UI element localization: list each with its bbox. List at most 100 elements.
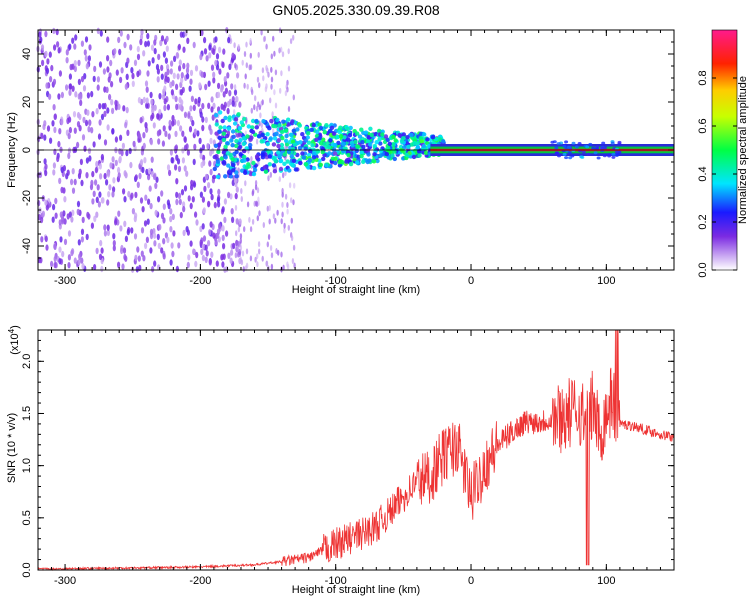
noise-speck [237, 226, 241, 233]
noise-speck [162, 51, 166, 58]
noise-speck [162, 125, 166, 132]
noise-speck [70, 216, 74, 223]
noise-speck [112, 244, 116, 252]
noise-speck [292, 199, 295, 206]
signal-speck [295, 127, 300, 132]
noise-speck [206, 143, 210, 150]
spectrogram-marks [36, 27, 674, 273]
signal-speck [357, 134, 363, 139]
noise-speck [71, 209, 75, 216]
colorbar-ticks: 0.0 0.2 0.4 0.6 0.8 [697, 70, 737, 278]
noise-speck [144, 122, 148, 129]
signal-speck [221, 160, 227, 165]
noise-speck [157, 53, 161, 61]
x-tick-label: -100 [325, 275, 347, 287]
noise-speck [48, 93, 52, 100]
signal-speck [378, 148, 384, 154]
noise-speck [171, 80, 175, 87]
noise-speck [182, 201, 186, 208]
signal-speck [562, 144, 567, 148]
signal-speck [231, 134, 236, 139]
noise-speck [87, 147, 92, 154]
signal-speck [262, 165, 267, 170]
signal-speck [263, 169, 269, 174]
signal-speck [580, 155, 585, 159]
noise-speck [250, 156, 253, 162]
noise-speck [166, 236, 170, 244]
signal-speck [571, 141, 576, 145]
noise-speck [174, 164, 178, 171]
noise-speck [96, 76, 100, 83]
signal-speck [348, 161, 354, 167]
noise-speck [77, 259, 81, 266]
signal-speck [338, 134, 344, 139]
noise-speck [192, 41, 196, 49]
noise-speck [186, 73, 190, 80]
noise-speck [180, 189, 185, 196]
noise-speck [218, 46, 222, 53]
noise-speck [290, 197, 293, 204]
signal-speck [417, 153, 422, 158]
noise-speck [112, 240, 116, 247]
noise-speck [214, 59, 218, 67]
noise-speck [57, 93, 61, 100]
noise-speck [50, 260, 54, 268]
noise-speck [95, 160, 99, 168]
noise-speck [58, 70, 63, 77]
noise-speck [73, 127, 77, 134]
noise-speck [223, 216, 227, 224]
noise-speck [181, 157, 185, 164]
noise-speck [175, 191, 179, 199]
noise-speck [175, 52, 179, 59]
signal-speck [212, 166, 217, 172]
noise-speck [106, 224, 110, 231]
signal-speck [228, 152, 233, 158]
signal-speck [303, 162, 309, 167]
noise-speck [157, 242, 161, 250]
noise-speck [157, 196, 161, 203]
signal-speck [272, 136, 278, 141]
noise-speck [58, 258, 62, 265]
noise-speck [274, 69, 278, 76]
noise-speck [175, 83, 179, 91]
signal-speck [311, 155, 317, 160]
signal-speck [280, 129, 285, 134]
snr-frame [37, 329, 675, 571]
noise-speck [91, 170, 95, 178]
signal-speck [317, 122, 322, 127]
noise-speck [94, 179, 98, 186]
signal-speck [293, 167, 299, 172]
spectrogram-x-label: Height of straight line (km) [292, 284, 420, 296]
noise-speck [53, 243, 57, 250]
noise-speck [192, 248, 196, 255]
noise-speck [63, 238, 68, 246]
noise-speck [143, 157, 147, 164]
noise-speck [256, 253, 259, 260]
noise-speck [218, 68, 222, 75]
noise-speck [270, 53, 273, 60]
signal-speck [607, 153, 612, 157]
signal-speck [221, 137, 227, 143]
noise-speck [120, 67, 124, 74]
signal-speck [250, 129, 256, 135]
noise-speck [231, 216, 235, 223]
noise-speck [76, 200, 81, 208]
noise-speck [41, 210, 46, 217]
noise-speck [100, 113, 105, 121]
noise-speck [58, 177, 62, 185]
noise-speck [122, 105, 126, 112]
noise-speck [37, 135, 41, 143]
noise-speck [210, 193, 214, 201]
noise-speck [268, 218, 271, 225]
noise-speck [150, 44, 155, 51]
noise-speck [177, 242, 181, 249]
signal-speck [425, 137, 430, 142]
noise-speck [151, 266, 155, 273]
noise-speck [287, 48, 290, 55]
noise-speck [234, 192, 238, 200]
signal-speck [367, 158, 372, 163]
signal-speck [214, 113, 219, 118]
signal-speck [289, 153, 294, 159]
noise-speck [283, 227, 286, 234]
noise-speck [238, 218, 242, 225]
